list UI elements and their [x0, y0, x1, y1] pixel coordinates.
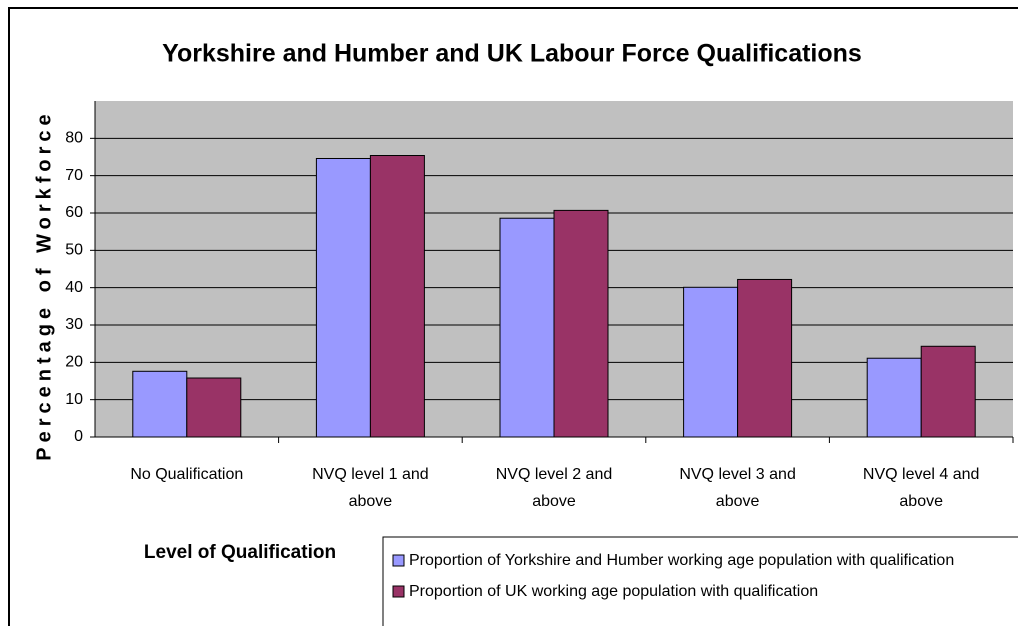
x-tick-label: NVQ level 1 and above [312, 466, 429, 510]
y-tick-label: 60 [65, 204, 83, 221]
legend-swatch [392, 585, 405, 598]
y-tick-label: 10 [65, 391, 83, 408]
chart-title: Yorkshire and Humber and UK Labour Force… [162, 40, 862, 68]
y-tick-label: 40 [65, 279, 83, 296]
y-tick-label: 80 [65, 130, 83, 147]
legend-label: Proportion of Yorkshire and Humber worki… [409, 552, 954, 569]
legend-swatch [392, 554, 405, 567]
y-tick-label: 30 [65, 316, 83, 333]
x-tick-label: NVQ level 3 and above [679, 466, 796, 510]
x-tick-label: NVQ level 2 and above [495, 466, 613, 510]
y-tick-label: 70 [65, 167, 83, 184]
y-tick-label: 20 [65, 354, 83, 371]
x-tick-label: No Qualification [130, 466, 244, 483]
bar [737, 278, 793, 438]
y-tick-label: 50 [65, 242, 83, 259]
x-tick-label: NVQ level 4 and above [862, 466, 980, 510]
bar [132, 370, 188, 438]
bar [920, 345, 976, 438]
bar [186, 377, 242, 438]
legend-box [382, 536, 1018, 626]
bar [866, 357, 922, 438]
bar [369, 155, 425, 438]
bar [683, 286, 739, 438]
y-tick-label: 0 [74, 428, 83, 445]
x-axis-label: Level of Qualification [144, 542, 336, 563]
bar [499, 217, 555, 438]
y-axis-label: Percentage of Workforce [33, 109, 55, 460]
bar [315, 157, 371, 438]
bar [553, 209, 609, 438]
legend-label: Proportion of UK working age population … [409, 583, 818, 600]
